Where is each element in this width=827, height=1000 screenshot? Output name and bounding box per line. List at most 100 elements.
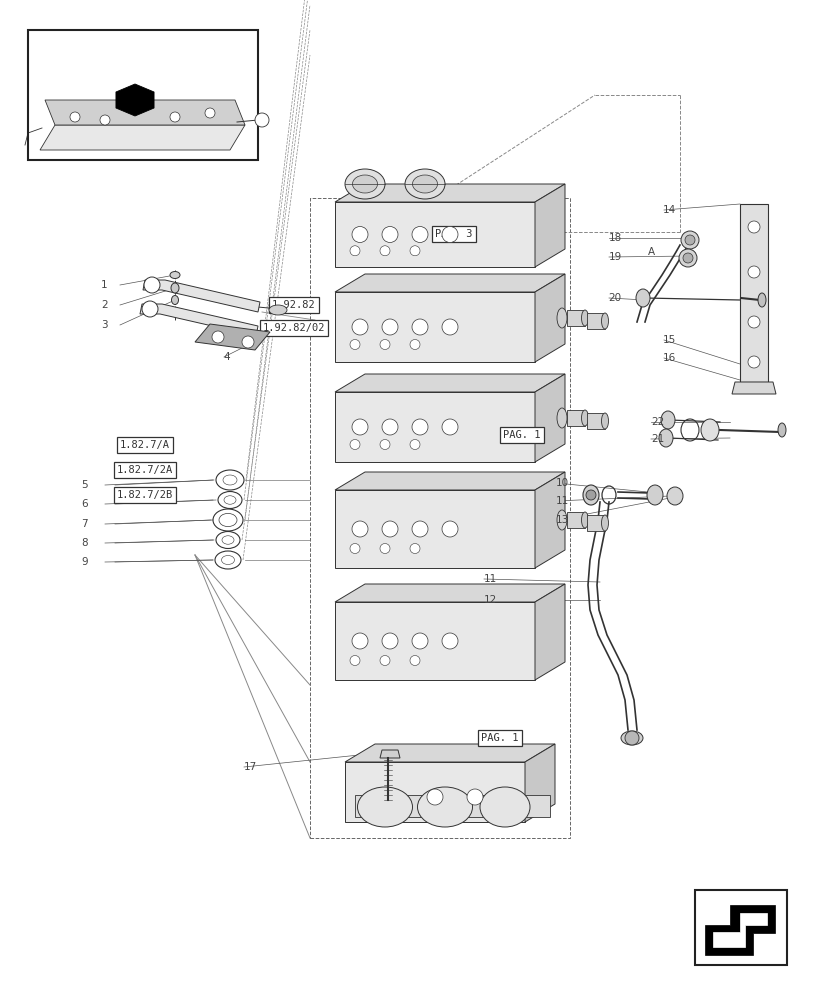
- Bar: [28, 30, 258, 160]
- Circle shape: [241, 336, 254, 348]
- Polygon shape: [534, 584, 564, 680]
- Ellipse shape: [222, 475, 237, 485]
- Text: 1.92.82/02: 1.92.82/02: [262, 323, 325, 333]
- Circle shape: [170, 112, 179, 122]
- Circle shape: [144, 277, 160, 293]
- Bar: [586, 313, 605, 329]
- Circle shape: [442, 227, 457, 242]
- Ellipse shape: [777, 423, 785, 437]
- Polygon shape: [380, 750, 399, 758]
- Circle shape: [747, 266, 759, 278]
- Polygon shape: [345, 762, 524, 822]
- Text: 1.82.7/2A: 1.82.7/2A: [117, 465, 173, 475]
- Text: 1.92.82: 1.92.82: [272, 300, 315, 310]
- Ellipse shape: [700, 419, 718, 441]
- Text: 11: 11: [555, 496, 568, 506]
- Circle shape: [380, 246, 390, 256]
- Circle shape: [412, 419, 428, 435]
- Circle shape: [412, 521, 428, 537]
- Circle shape: [351, 633, 367, 649]
- Polygon shape: [195, 324, 270, 350]
- Text: 17: 17: [244, 762, 257, 772]
- Text: 8: 8: [81, 538, 88, 548]
- Text: 10: 10: [555, 478, 568, 488]
- Circle shape: [586, 490, 595, 500]
- Circle shape: [350, 246, 360, 256]
- Text: 9: 9: [81, 557, 88, 567]
- Text: 5: 5: [81, 480, 88, 490]
- Polygon shape: [704, 905, 774, 955]
- Circle shape: [442, 633, 457, 649]
- Ellipse shape: [667, 487, 682, 505]
- Polygon shape: [731, 382, 775, 394]
- Bar: [586, 515, 605, 531]
- Circle shape: [141, 301, 158, 317]
- Circle shape: [412, 319, 428, 335]
- Text: 4: 4: [223, 352, 230, 362]
- Bar: [355, 795, 549, 817]
- Polygon shape: [335, 602, 534, 680]
- Ellipse shape: [582, 485, 598, 505]
- Polygon shape: [40, 125, 245, 150]
- Polygon shape: [335, 472, 564, 490]
- Text: PAG. 3: PAG. 3: [434, 229, 472, 239]
- Polygon shape: [45, 100, 245, 125]
- Circle shape: [678, 249, 696, 267]
- Circle shape: [624, 731, 638, 745]
- Circle shape: [747, 221, 759, 233]
- Polygon shape: [335, 490, 534, 568]
- Circle shape: [409, 340, 419, 350]
- Text: 11: 11: [483, 574, 496, 584]
- Circle shape: [409, 440, 419, 450]
- Circle shape: [350, 544, 360, 554]
- Circle shape: [747, 356, 759, 368]
- Polygon shape: [345, 744, 554, 762]
- Circle shape: [427, 789, 442, 805]
- Text: 1: 1: [101, 280, 108, 290]
- Ellipse shape: [660, 411, 674, 429]
- Ellipse shape: [658, 429, 672, 447]
- Text: 19: 19: [608, 252, 621, 262]
- Text: 16: 16: [662, 353, 675, 363]
- Ellipse shape: [557, 308, 566, 328]
- Polygon shape: [335, 584, 564, 602]
- Polygon shape: [335, 184, 564, 202]
- Ellipse shape: [557, 408, 566, 428]
- Circle shape: [351, 227, 367, 242]
- Ellipse shape: [620, 731, 643, 745]
- Circle shape: [70, 112, 80, 122]
- Circle shape: [351, 419, 367, 435]
- Ellipse shape: [480, 787, 529, 827]
- Polygon shape: [116, 84, 154, 116]
- Circle shape: [442, 319, 457, 335]
- Text: 13: 13: [555, 515, 568, 525]
- Circle shape: [350, 440, 360, 450]
- Polygon shape: [335, 274, 564, 292]
- Polygon shape: [534, 374, 564, 462]
- Ellipse shape: [170, 271, 179, 278]
- Text: 1.82.7/2B: 1.82.7/2B: [117, 490, 173, 500]
- Circle shape: [466, 789, 482, 805]
- Ellipse shape: [600, 413, 608, 429]
- Ellipse shape: [600, 515, 608, 531]
- Circle shape: [442, 521, 457, 537]
- Text: 12: 12: [483, 595, 496, 605]
- Text: 1.82.7/A: 1.82.7/A: [120, 440, 170, 450]
- Circle shape: [412, 633, 428, 649]
- Text: 18: 18: [608, 233, 621, 243]
- Circle shape: [380, 544, 390, 554]
- Ellipse shape: [404, 169, 444, 199]
- Ellipse shape: [218, 513, 237, 527]
- Circle shape: [747, 316, 759, 328]
- Ellipse shape: [600, 313, 608, 329]
- Ellipse shape: [417, 787, 472, 827]
- Circle shape: [350, 340, 360, 350]
- Circle shape: [380, 440, 390, 450]
- Ellipse shape: [581, 512, 588, 528]
- Polygon shape: [335, 392, 534, 462]
- Circle shape: [381, 521, 398, 537]
- Text: 14: 14: [662, 205, 675, 215]
- Text: 22: 22: [650, 417, 663, 427]
- Circle shape: [381, 319, 398, 335]
- Polygon shape: [534, 184, 564, 267]
